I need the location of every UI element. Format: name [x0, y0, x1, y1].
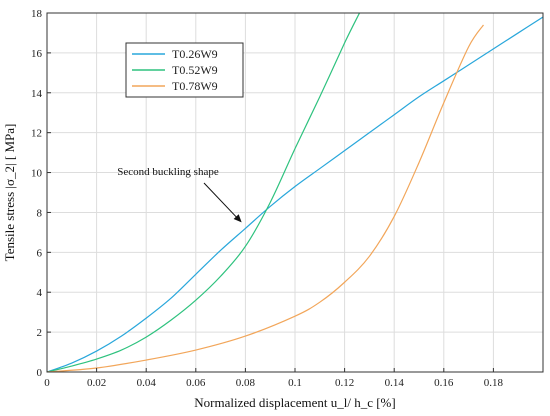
y-tick-label: 2: [37, 327, 43, 339]
legend-label-T0.52W9: T0.52W9: [172, 63, 218, 77]
grid-layer: [47, 12, 543, 372]
x-tick-label: 0.04: [137, 377, 157, 389]
y-tick-label: 8: [37, 207, 43, 219]
x-tick-label: 0.1: [288, 377, 302, 389]
x-tick-label: 0.14: [385, 377, 405, 389]
series-layer: [47, 13, 543, 372]
annotation-arrow-head: [233, 214, 242, 223]
axis-layer: [46, 12, 544, 373]
y-tick-label: 0: [37, 367, 43, 379]
x-axis-title: Normalized displacement u_l/ h_c [%]: [194, 395, 395, 410]
y-tick-label: 12: [31, 128, 42, 140]
legend-label-T0.78W9: T0.78W9: [172, 79, 218, 93]
y-tick-label: 14: [31, 88, 43, 100]
axis-title-layer: Normalized displacement u_l/ h_c [%] Tens…: [2, 124, 396, 410]
y-tick-label: 4: [37, 287, 43, 299]
x-tick-label: 0.16: [434, 377, 454, 389]
x-tick-label: 0.18: [484, 377, 504, 389]
series-line-T0.78W9: [47, 24, 484, 372]
y-tick-label: 18: [31, 8, 43, 20]
series-line-T0.26W9: [47, 16, 543, 372]
y-tick-label: 10: [31, 168, 43, 180]
legend-label-T0.26W9: T0.26W9: [172, 47, 218, 61]
x-tick-label: 0.06: [186, 377, 206, 389]
x-tick-label: 0: [44, 377, 50, 389]
annotation-arrow-line: [203, 182, 239, 219]
annotation-text: Second buckling shape: [117, 166, 219, 178]
series-line-T0.52W9: [47, 13, 361, 372]
tick-label-layer: 0 0.02 0.04 0.06 0.08 0.1 0.12 0.14 0.16 0.18 0 2 4 6…: [31, 8, 504, 389]
legend-layer: T0.26W9 T0.52W9 T0.78W9: [125, 42, 244, 98]
x-tick-label: 0.02: [87, 377, 106, 389]
x-tick-label: 0.08: [236, 377, 256, 389]
legend-box: [125, 42, 244, 98]
y-tick-label: 16: [31, 48, 43, 60]
y-tick-label: 6: [37, 247, 43, 259]
x-tick-label: 0.12: [335, 377, 354, 389]
annotation-layer: Second buckling shape: [117, 166, 242, 223]
plot-frame: [46, 12, 544, 373]
y-axis-title: Tensile stress |σ_2| [ MPa]: [2, 124, 17, 262]
